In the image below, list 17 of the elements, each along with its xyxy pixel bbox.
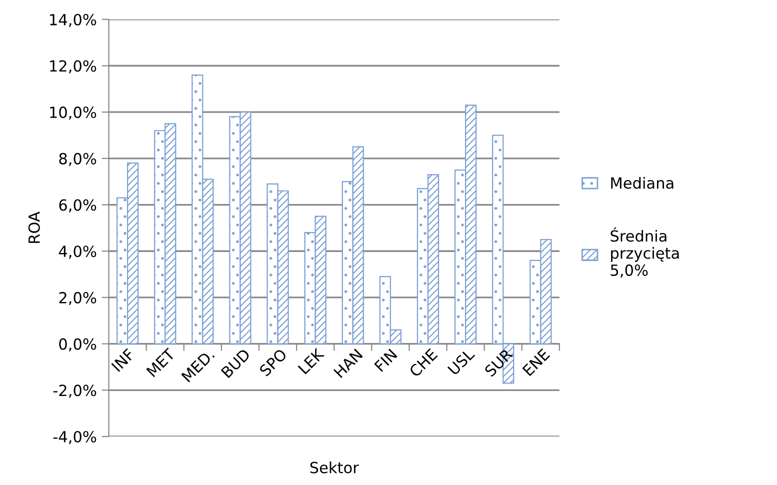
x-axis-title: Sektor (310, 462, 359, 474)
y-tick-label: -4,0% (53, 430, 96, 444)
y-tick-label: 2,0% (59, 292, 96, 306)
y-tick-label: 14,0% (50, 14, 96, 27)
x-tick-label: INF (111, 348, 135, 372)
y-tick-label: 10,0% (50, 106, 96, 120)
x-tick-label: USL (447, 348, 476, 376)
y-tick-label: 0,0% (59, 338, 96, 352)
y-tick-label: 12,0% (50, 60, 96, 74)
legend-label: Mediana (611, 176, 674, 189)
y-tick-label: 8,0% (59, 152, 96, 166)
x-tick-label: FIN (374, 348, 398, 372)
legend-label: Średnia przycięta 5,0% (610, 227, 679, 278)
y-tick-label: 6,0% (59, 199, 96, 212)
y-axis-title: ROA (28, 212, 40, 243)
y-tick-label: -2,0% (53, 384, 96, 398)
y-tick-label: 4,0% (58, 246, 96, 259)
